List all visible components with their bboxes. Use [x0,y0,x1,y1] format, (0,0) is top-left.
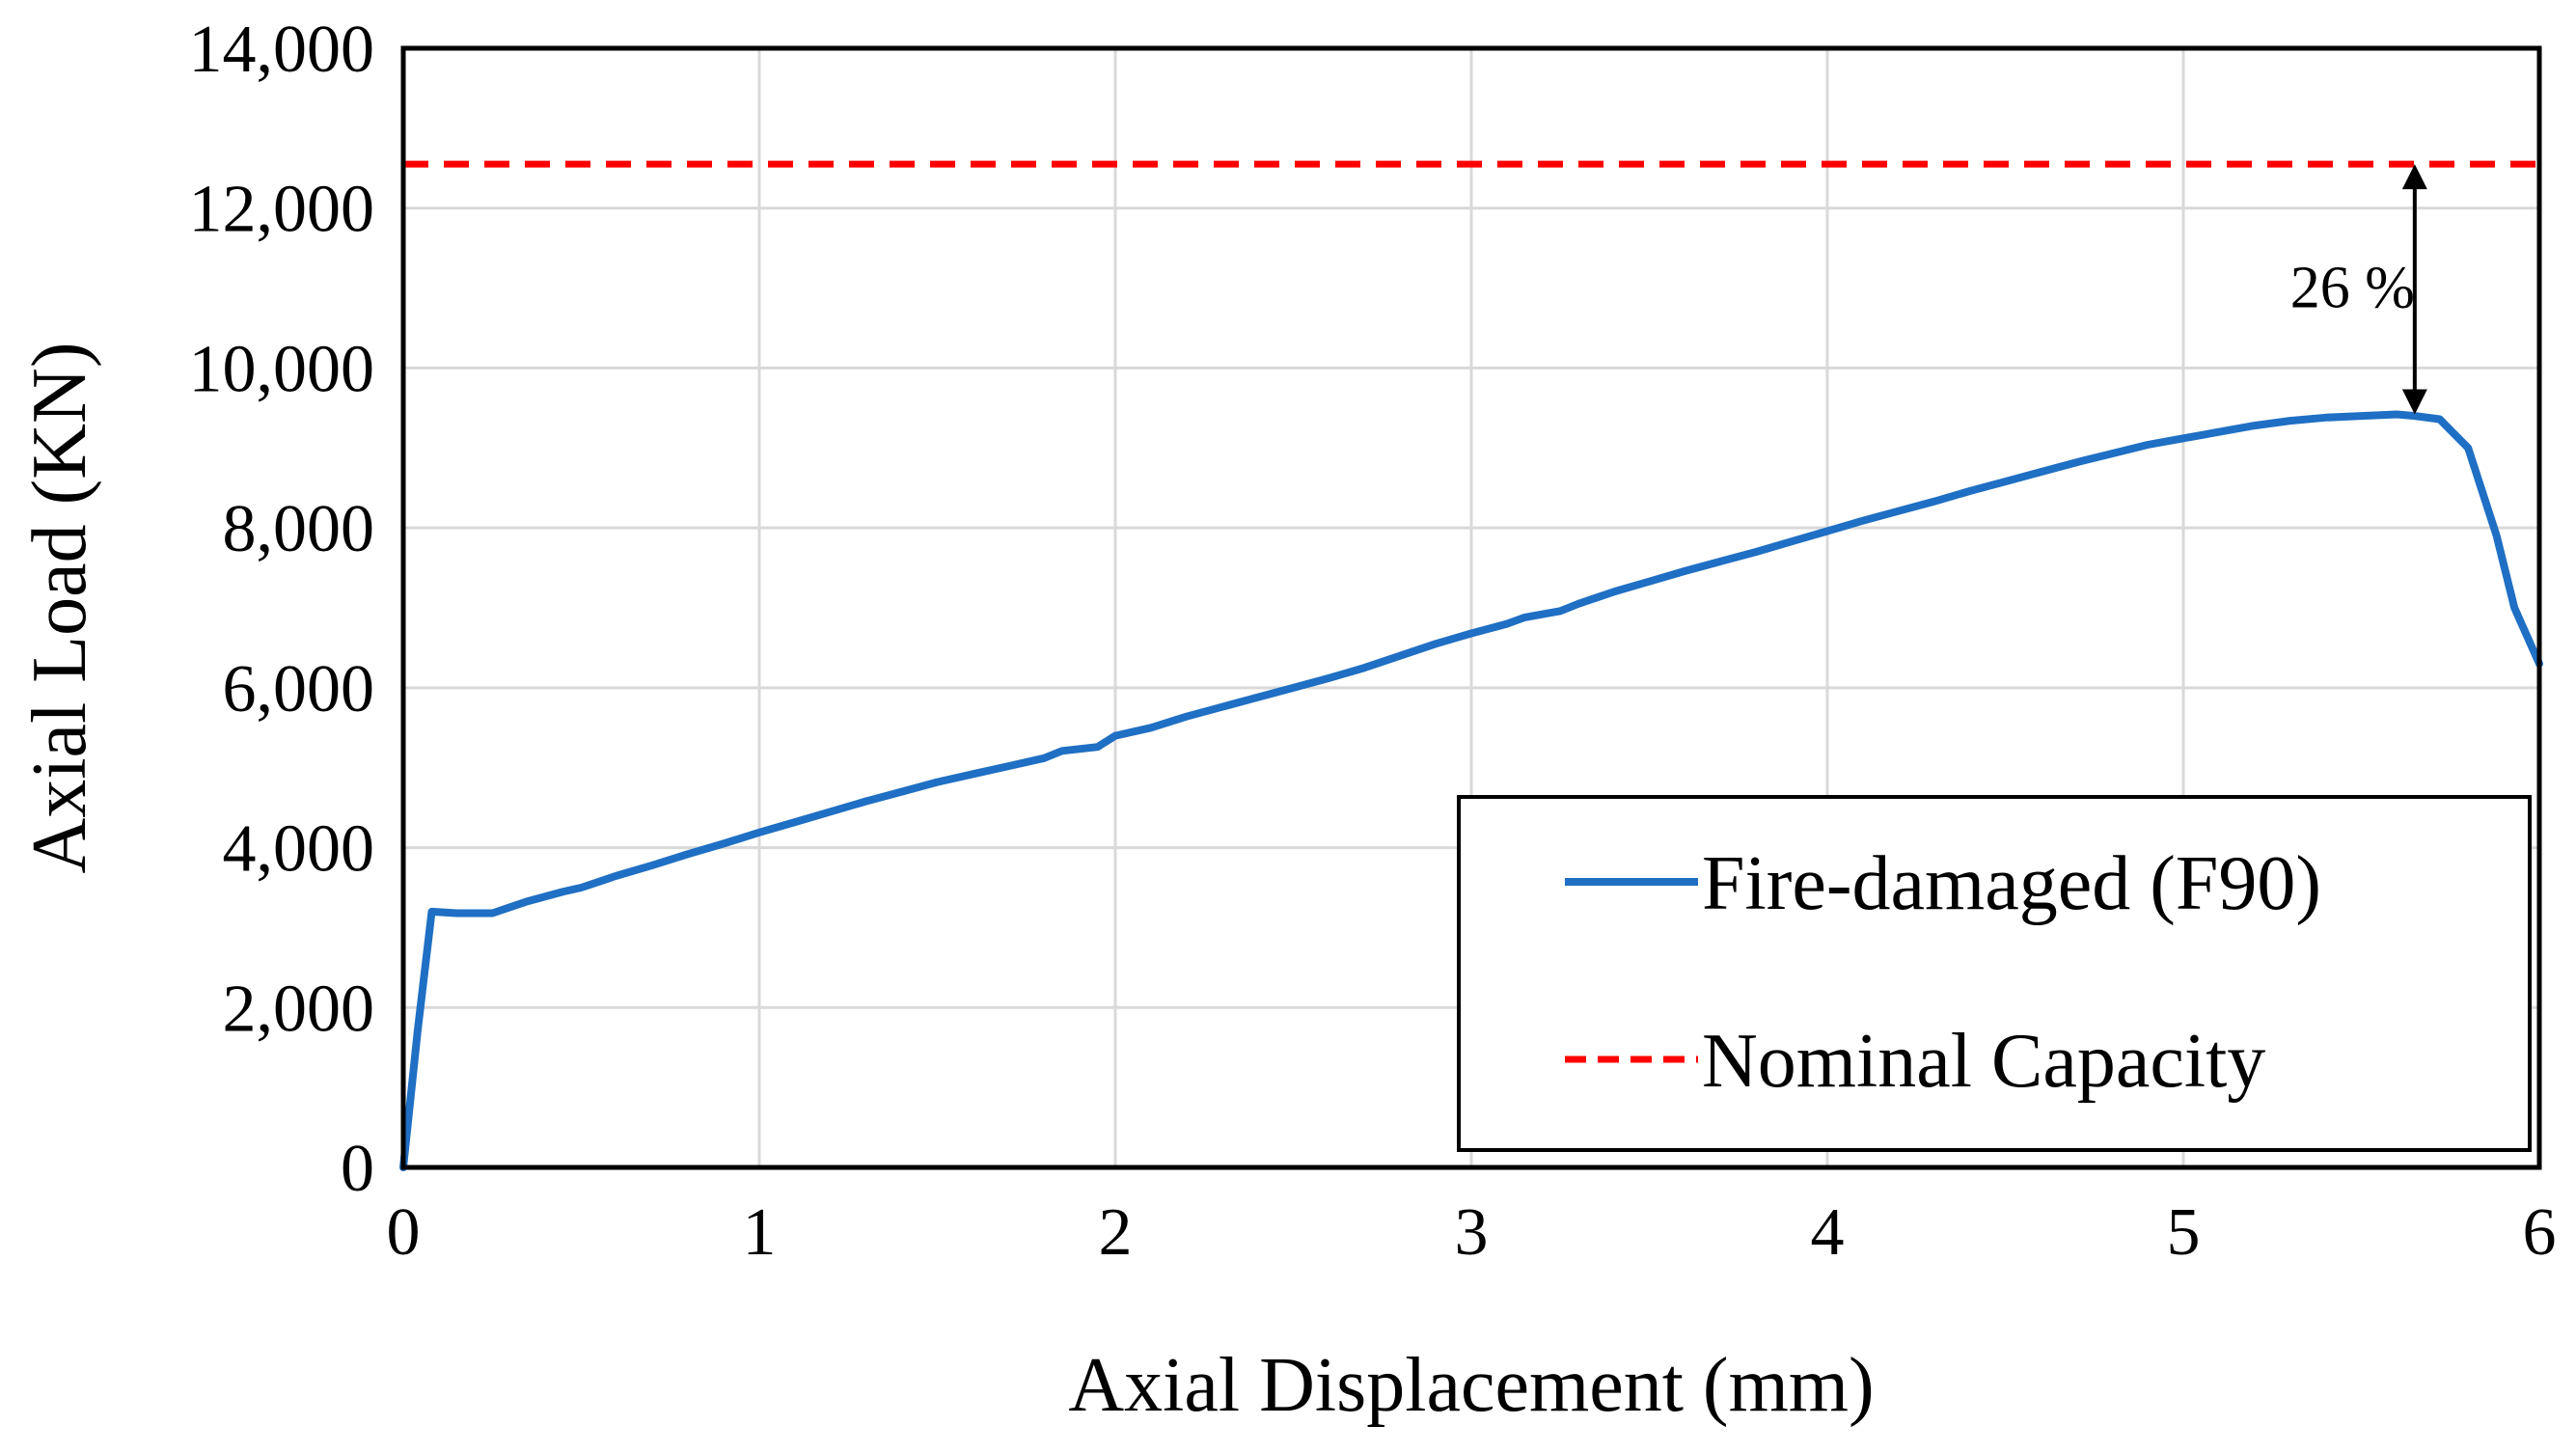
series-layer [399,160,2543,1171]
y-tick-label: 4,000 [223,812,375,887]
x-tick-label: 3 [1455,1195,1489,1270]
x-tick-label: 4 [1811,1195,1845,1270]
annotation-label: 26 % [2290,256,2415,321]
plot-frame [400,45,2542,1170]
y-tick-label: 14,000 [189,13,375,87]
annotation-arrowhead-bottom [2401,389,2427,415]
annotation-layer: 26 % [2290,164,2427,415]
x-tick-label: 5 [2167,1195,2201,1270]
annotation-arrowhead-top [2401,164,2427,190]
x-tick-label: 1 [743,1195,777,1270]
x-tick-label: 6 [2523,1195,2557,1270]
y-tick-label: 0 [341,1132,374,1206]
y-tick-label: 8,000 [223,492,375,566]
legend-label-nominal-capacity: Nominal Capacity [1702,1019,2265,1104]
legend-label-fire-damaged: Fire-damaged (F90) [1702,841,2321,926]
y-tick-label: 10,000 [189,332,375,406]
y-axis-title: Axial Load (KN) [17,343,102,874]
axis-layer: 0 1 2 3 4 5 6 0 2,000 4,000 6,000 8,000 10,000 12,000… [189,13,2557,1270]
y-tick-label: 6,000 [223,652,375,726]
x-tick-label: 2 [1099,1195,1133,1270]
x-axis-title: Axial Displacement (mm) [1068,1343,1874,1428]
legend-box [1457,795,2532,1152]
y-tick-label: 2,000 [223,972,375,1046]
legend: Fire-damaged (F90) Nominal Capacity [1457,795,2532,1152]
x-tick-label: 0 [387,1195,421,1270]
series-line-fire-damaged [399,410,2543,1171]
y-tick-label: 12,000 [189,173,375,247]
